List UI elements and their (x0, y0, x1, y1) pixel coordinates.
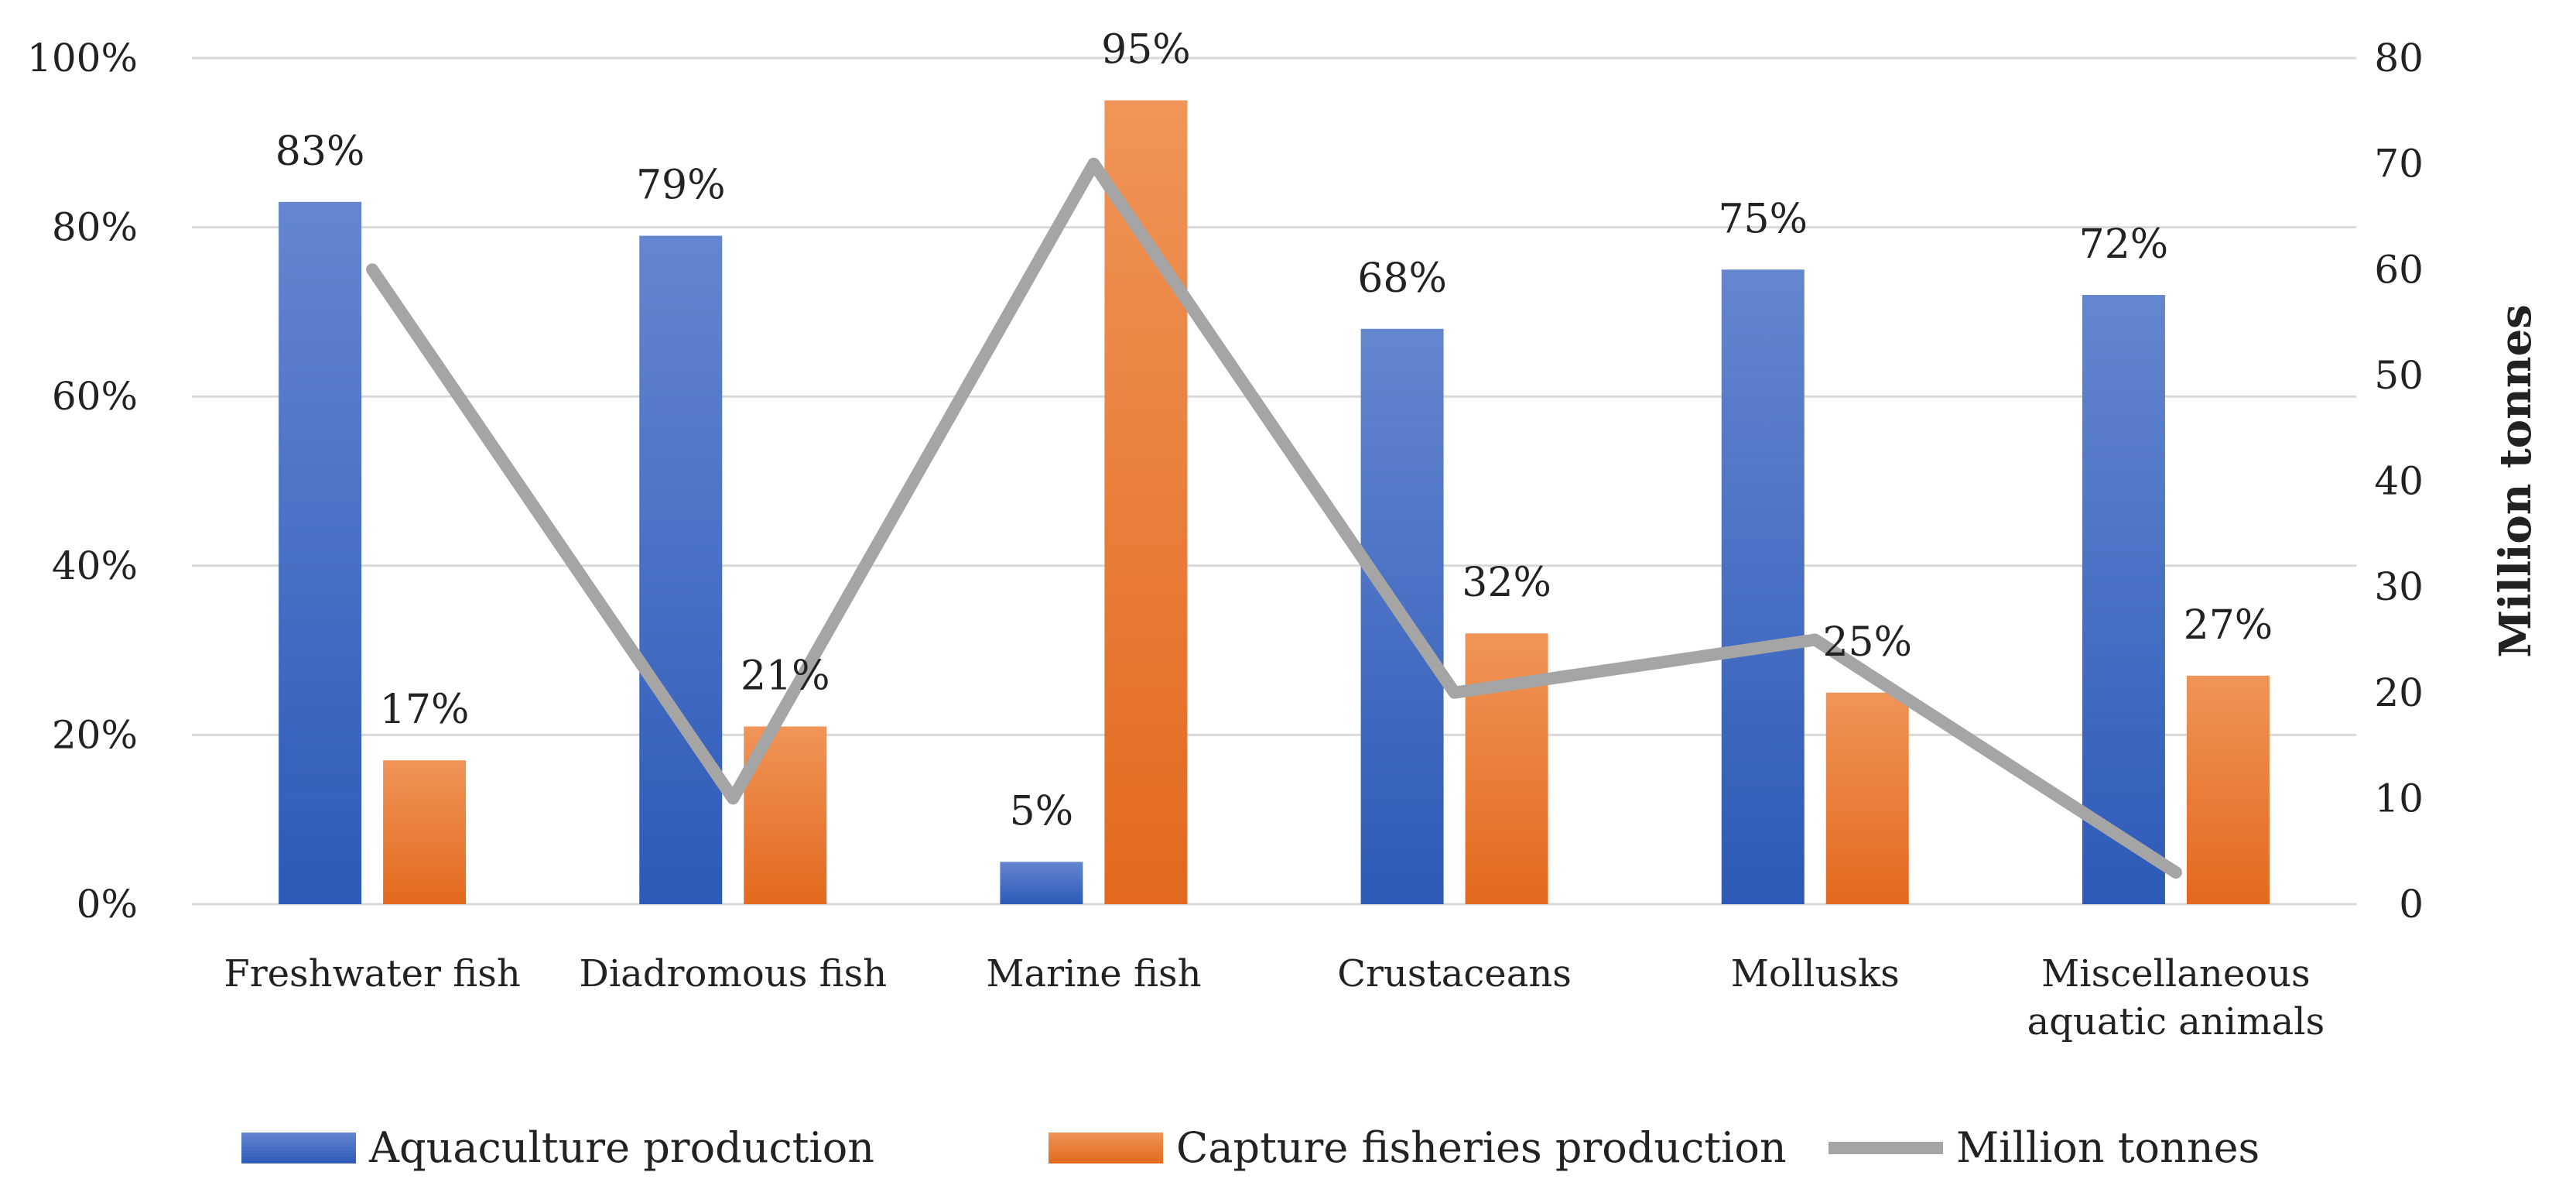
bar-data-label: 17% (380, 687, 470, 733)
category-label: Mollusks (1731, 952, 1900, 996)
bar-capture (1465, 633, 1548, 904)
legend-swatch (1049, 1133, 1163, 1163)
bar-data-label: 25% (1822, 619, 1912, 666)
bar-data-label: 27% (2184, 602, 2273, 649)
bar-capture (1104, 100, 1188, 904)
bar-aquaculture (2082, 295, 2165, 904)
bar-data-label: 72% (2079, 221, 2169, 268)
right-axis: 0 10 20 30 40 50 60 70 80 Million tonnes (2374, 36, 2541, 927)
right-tick-label: 60 (2374, 247, 2424, 292)
category-label: Diadromous fish (579, 952, 887, 996)
left-tick-label: 20% (52, 712, 138, 757)
bar-aquaculture (279, 201, 362, 904)
million-tonnes-line (366, 157, 2182, 879)
category-label: Crustaceans (1337, 952, 1572, 996)
bar-aquaculture (639, 235, 723, 904)
left-tick-label: 60% (52, 374, 138, 419)
right-tick-label: 40 (2374, 459, 2424, 504)
category-label: Miscellaneous (2041, 952, 2311, 996)
right-tick-label: 30 (2374, 564, 2424, 609)
bar-aquaculture (1000, 862, 1083, 904)
category-label: Marine fish (986, 952, 1201, 996)
category-label: Freshwater fish (224, 952, 520, 996)
legend-label: Capture fisheries production (1176, 1123, 1787, 1172)
legend-label: Aquaculture production (368, 1123, 874, 1172)
left-tick-label: 40% (52, 543, 138, 588)
right-tick-label: 50 (2374, 353, 2424, 398)
bar-data-label: 75% (1718, 196, 1808, 242)
bar-capture (1825, 692, 1909, 904)
bar-data-label: 95% (1101, 27, 1191, 74)
bars (279, 100, 2270, 904)
million-tonnes-series-line (366, 157, 2182, 879)
right-tick-label: 0 (2399, 882, 2424, 927)
gridlines (192, 57, 2356, 906)
bar-aquaculture (1721, 269, 1805, 904)
legend-swatch (241, 1133, 356, 1163)
bar-capture (383, 760, 467, 904)
bar-data-label: 21% (741, 653, 830, 699)
right-tick-label: 80 (2374, 36, 2424, 81)
legend-label: Million tonnes (1956, 1123, 2260, 1172)
bar-data-label: 79% (636, 163, 726, 209)
left-tick-label: 100% (27, 36, 138, 81)
left-tick-label: 80% (52, 205, 138, 250)
bar-capture (2186, 675, 2270, 904)
bar-data-label: 83% (275, 129, 365, 175)
right-axis-title: Million tonnes (2490, 304, 2541, 657)
right-tick-label: 70 (2374, 142, 2424, 187)
right-tick-label: 20 (2374, 670, 2424, 715)
left-axis: 0% 20% 40% 60% 80% 100% (27, 36, 138, 927)
category-labels: Freshwater fish Diadromous fish Marine fis… (224, 952, 2325, 1044)
right-tick-label: 10 (2374, 776, 2424, 821)
left-tick-label: 0% (77, 882, 138, 927)
bar-data-label: 68% (1357, 255, 1447, 302)
legend: Aquaculture production Capture fisheries … (241, 1123, 2260, 1172)
data-labels: 83% 17% 79% 21% 5% 95% 68% 32% 75% 25% 72% 27% (275, 27, 2273, 835)
category-label: aquatic animals (2027, 1000, 2325, 1044)
bar-data-label: 32% (1462, 560, 1551, 606)
bar-data-label: 5% (1010, 788, 1074, 834)
